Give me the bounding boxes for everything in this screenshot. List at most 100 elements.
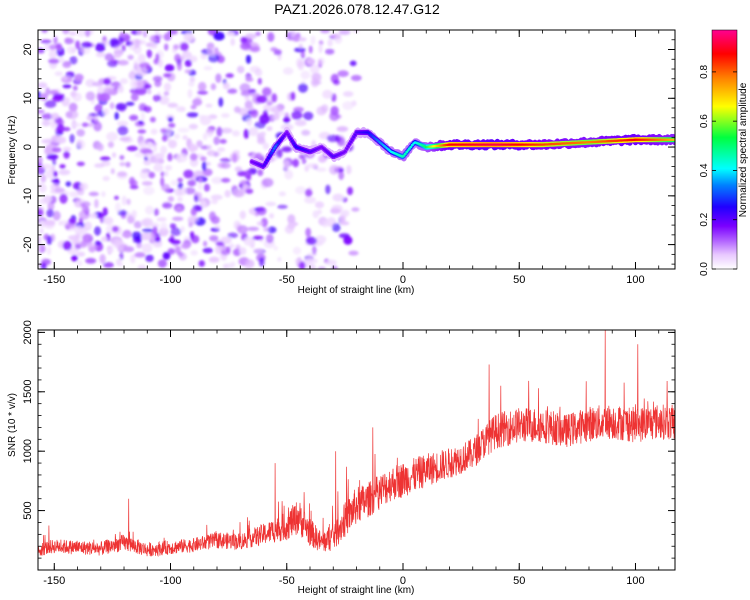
noise-blob: [125, 101, 135, 106]
noise-blob: [223, 264, 229, 269]
noise-blob: [177, 196, 183, 202]
noise-blob: [283, 116, 291, 124]
noise-blob: [317, 57, 325, 66]
noise-blob: [167, 117, 174, 122]
noise-blob: [291, 110, 303, 120]
noise-blob: [315, 167, 327, 172]
noise-blob: [301, 158, 307, 165]
noise-blob: [177, 177, 184, 183]
noise-blob: [175, 206, 183, 213]
colorbar-ticks: 0.0 0.2 0.4 0.6 0.8: [699, 64, 737, 276]
noise-blob: [221, 113, 230, 118]
colorbar-tick-label: 0.2: [699, 212, 710, 226]
noise-blob: [163, 91, 170, 96]
noise-blob: [158, 227, 169, 237]
noise-blob: [166, 133, 171, 142]
noise-blob: [227, 88, 238, 94]
noise-blob: [38, 91, 42, 100]
noise-blob: [88, 213, 98, 219]
noise-blob: [259, 114, 270, 124]
noise-blob: [139, 232, 152, 241]
noise-blob: [128, 176, 136, 186]
noise-blob: [153, 163, 164, 172]
noise-blob: [254, 68, 263, 77]
x-tick-label: 100: [626, 575, 644, 587]
noise-blob: [292, 158, 300, 168]
trace-core: [349, 140, 353, 143]
noise-blob: [224, 189, 231, 198]
noise-blob: [174, 188, 183, 197]
noise-blob: [177, 127, 190, 133]
noise-blob: [170, 227, 182, 236]
trace-core: [286, 133, 290, 136]
noise-blob: [184, 187, 196, 195]
x-tick-label: -100: [159, 575, 181, 587]
trace-core: [268, 154, 272, 157]
noise-blob: [95, 42, 106, 53]
noise-blob: [350, 74, 362, 82]
noise-blob: [342, 91, 354, 97]
snr-series-line: [38, 330, 675, 558]
x-tick-label: -50: [279, 575, 295, 587]
noise-blob: [76, 129, 85, 137]
noise-blob: [121, 232, 132, 238]
noise-blob: [56, 136, 67, 144]
noise-blob: [116, 120, 129, 127]
noise-blob: [101, 236, 109, 242]
noise-blob: [172, 216, 184, 221]
noise-blob: [113, 53, 122, 59]
noise-blob: [126, 198, 131, 205]
noise-blob: [192, 98, 203, 106]
noise-blob: [101, 191, 106, 198]
noise-blob: [65, 223, 76, 229]
noise-blob: [298, 37, 307, 42]
noise-blob: [87, 122, 94, 127]
noise-blob: [202, 161, 207, 172]
noise-blob: [245, 188, 254, 194]
noise-blob: [54, 187, 65, 193]
noise-blob: [62, 61, 72, 68]
noise-blob: [295, 186, 307, 195]
noise-blob: [139, 169, 150, 180]
noise-blob: [220, 177, 231, 183]
colorbar-tick-label: 0.0: [699, 262, 710, 276]
noise-blob: [69, 56, 78, 65]
noise-blob: [93, 121, 102, 132]
noise-blob: [107, 247, 114, 254]
noise-blob: [233, 189, 244, 198]
noise-blob: [38, 82, 48, 89]
noise-blob: [48, 58, 60, 64]
noise-blob: [270, 47, 278, 52]
noise-blob: [210, 194, 223, 201]
y-tick-label: 1500: [22, 380, 34, 404]
noise-blob: [154, 232, 161, 243]
noise-blob: [129, 114, 139, 121]
x-tick-label: -150: [43, 274, 65, 286]
noise-blob: [38, 235, 42, 245]
noise-blob: [75, 243, 82, 250]
noise-blob: [271, 93, 278, 103]
noise-blob: [189, 55, 198, 63]
colorbar-tick-label: 0.6: [699, 114, 710, 128]
noise-blob: [107, 141, 114, 148]
noise-blob: [337, 70, 349, 77]
noise-blob: [213, 136, 220, 145]
noise-blob: [325, 48, 335, 55]
noise-blob: [198, 260, 205, 267]
noise-blob: [300, 70, 310, 80]
noise-blob: [262, 87, 272, 97]
noise-blob: [314, 201, 325, 209]
noise-blob: [349, 60, 357, 67]
noise-blob: [62, 127, 71, 132]
noise-blob: [203, 66, 213, 71]
noise-blob: [244, 95, 251, 101]
trace-core: [272, 147, 276, 150]
noise-blob: [167, 102, 178, 108]
noise-blob: [63, 150, 70, 159]
noise-blob: [320, 30, 331, 34]
noise-blob: [205, 103, 213, 108]
noise-blob: [75, 40, 81, 50]
trace-core: [348, 142, 351, 146]
noise-blob: [278, 104, 284, 111]
